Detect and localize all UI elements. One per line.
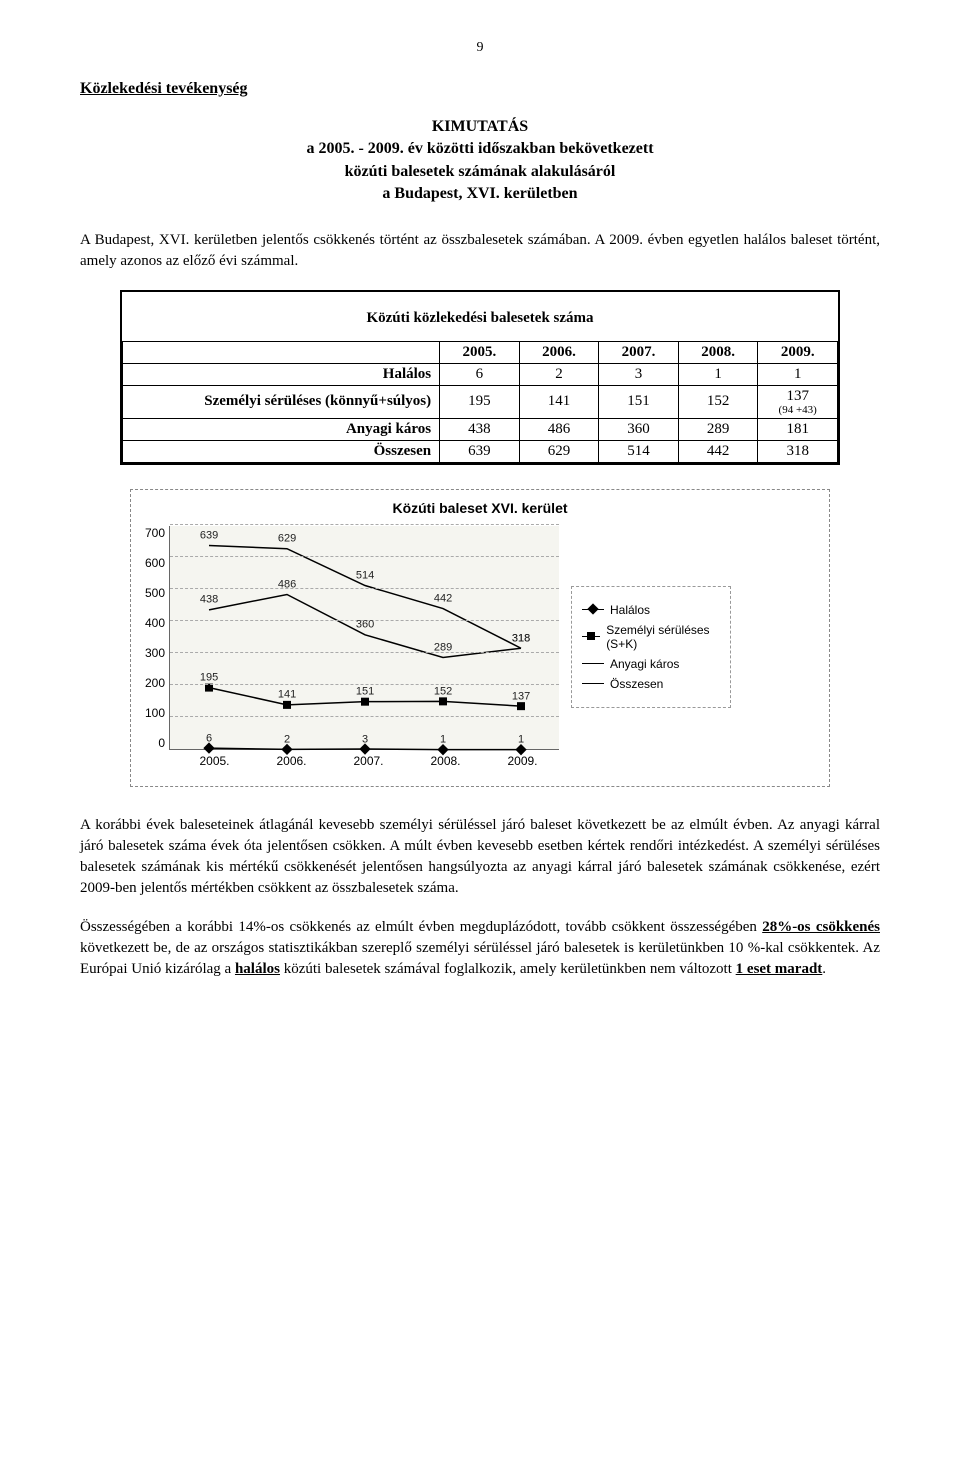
row-label: Anyagi káros <box>123 418 440 440</box>
legend-marker <box>582 663 604 664</box>
report-title: KIMUTATÁS a 2005. - 2009. év közötti idő… <box>80 116 880 206</box>
chart-legend: Halálos Személyi sérüléses (S+K) Anyagi ká… <box>571 586 731 708</box>
cell: 289 <box>678 418 758 440</box>
y-tick: 600 <box>145 556 165 570</box>
cell: 438 <box>440 418 520 440</box>
col-2006: 2006. <box>519 341 599 363</box>
y-axis: 700 600 500 400 300 200 100 0 <box>145 526 169 750</box>
intro-paragraph: A Budapest, XVI. kerületben jelentős csö… <box>80 230 880 272</box>
chart-title: Közúti baleset XVI. kerület <box>145 500 815 516</box>
report-title-line2: a 2005. - 2009. év közötti időszakban be… <box>306 140 653 157</box>
cell: 137(94 +43) <box>758 385 838 418</box>
legend-label: Halálos <box>610 603 650 617</box>
table-header-row: 2005. 2006. 2007. 2008. 2009. <box>123 341 838 363</box>
cell: 3 <box>599 363 679 385</box>
y-tick: 700 <box>145 526 165 540</box>
table-row: Halálos62311 <box>123 363 838 385</box>
cell: 6 <box>440 363 520 385</box>
grid-line <box>170 556 559 557</box>
p2a: Összességében a korábbi 14%-os csökkenés… <box>80 919 762 935</box>
x-tick: 2009. <box>484 754 561 768</box>
x-tick: 2007. <box>330 754 407 768</box>
accident-table: Közúti közlekedési balesetek száma 2005.… <box>120 290 840 465</box>
p2g: . <box>822 961 826 977</box>
grid-line <box>170 716 559 717</box>
report-title-line3: közúti balesetek számának alakulásáról <box>345 163 616 180</box>
p2b: 28%-os csökkenés <box>762 919 880 935</box>
row-label: Személyi sérüléses (könnyű+súlyos) <box>123 385 440 418</box>
chart-box: Közúti baleset XVI. kerület 700 600 500 400… <box>130 489 830 787</box>
row-label: Összesen <box>123 440 440 462</box>
y-tick: 0 <box>145 736 165 750</box>
cell: 1 <box>758 363 838 385</box>
cell: 181 <box>758 418 838 440</box>
cell: 141 <box>519 385 599 418</box>
section-title: Közlekedési tevékenység <box>80 80 880 98</box>
legend-item: Anyagi káros <box>582 657 720 671</box>
col-2005: 2005. <box>440 341 520 363</box>
grid-line <box>170 524 559 525</box>
y-tick: 400 <box>145 616 165 630</box>
report-title-line4: a Budapest, XVI. kerületben <box>382 185 577 202</box>
cell: 195 <box>440 385 520 418</box>
legend-marker <box>582 609 604 610</box>
page-number: 9 <box>80 40 880 56</box>
col-2009: 2009. <box>758 341 838 363</box>
p2e: közúti balesetek számával foglalkozik, a… <box>280 961 736 977</box>
legend-label: Összesen <box>610 677 663 691</box>
table-title: Közúti közlekedési balesetek száma <box>122 292 838 341</box>
p2d: halálos <box>235 961 280 977</box>
y-tick: 300 <box>145 646 165 660</box>
legend-item: Összesen <box>582 677 720 691</box>
cell: 318 <box>758 440 838 462</box>
y-tick: 500 <box>145 586 165 600</box>
grid-line <box>170 684 559 685</box>
chart-plot-area: 6231119514115115213743848636028931863962… <box>169 526 559 750</box>
y-tick: 100 <box>145 706 165 720</box>
legend-marker <box>582 683 604 684</box>
legend-label: Személyi sérüléses (S+K) <box>606 623 720 651</box>
cell: 2 <box>519 363 599 385</box>
cell: 152 <box>678 385 758 418</box>
paragraph-1: A korábbi évek baleseteinek átlagánál ke… <box>80 815 880 899</box>
table-header-blank <box>123 341 440 363</box>
legend-item: Halálos <box>582 603 720 617</box>
table-row: Személyi sérüléses (könnyű+súlyos)195141… <box>123 385 838 418</box>
x-tick: 2005. <box>176 754 253 768</box>
col-2008: 2008. <box>678 341 758 363</box>
grid-line <box>170 652 559 653</box>
cell: 151 <box>599 385 679 418</box>
cell: 360 <box>599 418 679 440</box>
cell: 629 <box>519 440 599 462</box>
legend-marker <box>582 636 600 637</box>
data-table: 2005. 2006. 2007. 2008. 2009. Halálos623… <box>122 341 838 463</box>
x-tick: 2006. <box>253 754 330 768</box>
report-title-line1: KIMUTATÁS <box>432 118 528 135</box>
cell: 514 <box>599 440 679 462</box>
legend-item: Személyi sérüléses (S+K) <box>582 623 720 651</box>
table-row: Anyagi káros438486360289181 <box>123 418 838 440</box>
grid-line <box>170 588 559 589</box>
cell: 442 <box>678 440 758 462</box>
cell: 486 <box>519 418 599 440</box>
legend-label: Anyagi káros <box>610 657 679 671</box>
x-tick: 2008. <box>407 754 484 768</box>
x-axis: 2005.2006.2007.2008.2009. <box>171 754 561 768</box>
cell: 639 <box>440 440 520 462</box>
p2f: 1 eset maradt <box>736 961 823 977</box>
grid-line <box>170 620 559 621</box>
paragraph-2: Összességében a korábbi 14%-os csökkenés… <box>80 917 880 980</box>
cell: 1 <box>678 363 758 385</box>
y-tick: 200 <box>145 676 165 690</box>
row-label: Halálos <box>123 363 440 385</box>
table-row: Összesen639629514442318 <box>123 440 838 462</box>
col-2007: 2007. <box>599 341 679 363</box>
